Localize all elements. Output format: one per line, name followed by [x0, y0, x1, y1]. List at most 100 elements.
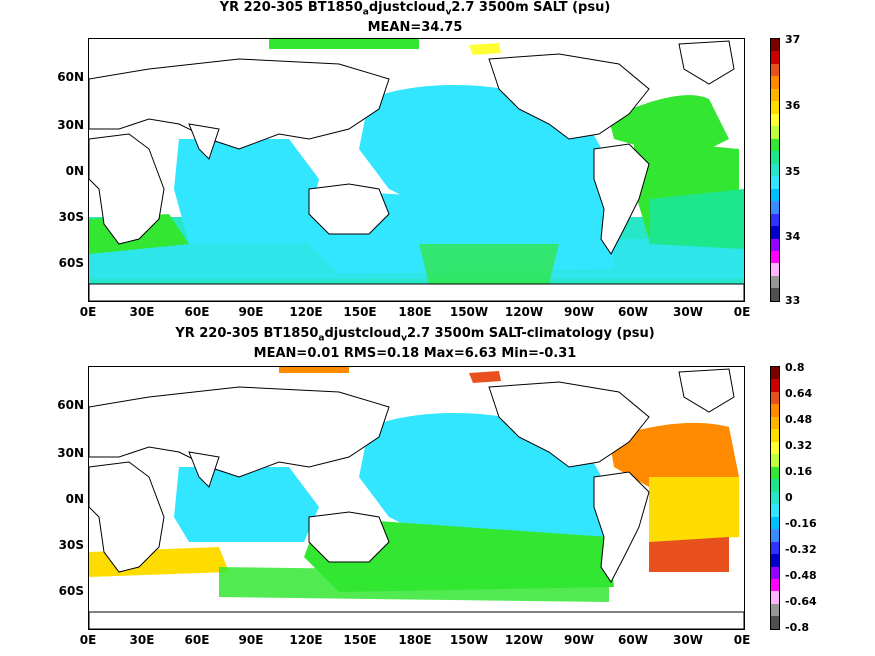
colorbar-label: 37	[785, 33, 801, 46]
colorbar-label: -0.16	[785, 517, 817, 530]
colorbar-segment	[771, 288, 779, 301]
top-map-panel	[88, 38, 745, 302]
antarctica	[89, 611, 744, 629]
colorbar-label: 0.32	[785, 439, 813, 452]
lon-label: 0E	[733, 305, 751, 319]
colorbar-segment	[771, 379, 779, 392]
colorbar-segment	[771, 151, 779, 164]
colorbar-segment	[771, 176, 779, 189]
colorbar-segment	[771, 529, 779, 542]
lon-label: 120E	[289, 305, 323, 319]
title-text: 2.7 3500m SALT-climatology (psu)	[407, 326, 655, 341]
atlantic-yellow	[649, 477, 739, 542]
lon-label: 0E	[79, 305, 97, 319]
indian-ocean	[174, 139, 319, 244]
lat-label-0N: 0N	[65, 492, 84, 506]
colorbar-label: 36	[785, 99, 801, 112]
colorbar-segment	[771, 541, 779, 555]
lat-label-0N: 0N	[65, 164, 84, 178]
lon-label: 30W	[673, 305, 703, 319]
lon-label: 30W	[673, 633, 703, 647]
lon-label: 90W	[564, 305, 594, 319]
south-atlantic	[649, 189, 744, 249]
colorbar-segment	[771, 163, 779, 177]
colorbar-label: 33	[785, 294, 801, 307]
arctic-green	[269, 39, 419, 49]
colorbar-label: 0.16	[785, 465, 813, 478]
colorbar-segment	[771, 504, 779, 517]
lat-label-60N: 60N	[57, 398, 84, 412]
colorbar-label: -0.32	[785, 543, 817, 556]
colorbar-segment	[771, 578, 779, 592]
title-text: djustcloud	[368, 0, 446, 15]
arctic-orange-2	[279, 367, 349, 373]
title-subscript: v	[401, 333, 407, 344]
lon-label: 90E	[238, 305, 264, 319]
greenland	[678, 368, 735, 413]
lon-label: 30E	[129, 633, 155, 647]
bottom-colorbar	[770, 366, 780, 630]
colorbar-segment	[771, 391, 779, 405]
title-text: djustcloud	[324, 326, 402, 341]
greenland	[678, 40, 735, 85]
bottom-map-panel	[88, 366, 745, 630]
colorbar-segment	[771, 39, 779, 52]
lon-label: 180E	[398, 305, 432, 319]
colorbar-segment	[771, 404, 779, 417]
lat-label-60S: 60S	[58, 584, 84, 598]
colorbar-segment	[771, 429, 779, 442]
lat-label-30N: 30N	[57, 118, 84, 132]
lon-label: 150E	[343, 633, 377, 647]
africa	[89, 133, 165, 245]
title-text: 2.7 3500m SALT (psu)	[451, 0, 611, 15]
lat-label-30S: 30S	[58, 210, 84, 224]
colorbar-segment	[771, 275, 779, 289]
eurasia	[89, 386, 390, 478]
colorbar-segment	[771, 479, 779, 492]
south-ocean-green	[219, 567, 609, 602]
colorbar-segment	[771, 367, 779, 380]
colorbar-label: 0.8	[785, 361, 805, 374]
lon-label: 180E	[398, 633, 432, 647]
title-subscript: v	[445, 7, 452, 18]
colorbar-segment	[771, 603, 779, 617]
colorbar-label: -0.8	[785, 621, 810, 634]
lon-label: 90E	[238, 633, 264, 647]
colorbar-segment	[771, 554, 779, 567]
colorbar-segment	[771, 126, 779, 139]
indian-ocean	[174, 467, 319, 542]
colorbar-segment	[771, 188, 779, 202]
south-america	[593, 143, 650, 255]
india	[188, 123, 220, 160]
colorbar-segment	[771, 263, 779, 276]
colorbar-segment	[771, 76, 779, 89]
colorbar-label: -0.48	[785, 569, 817, 582]
india	[188, 451, 220, 488]
eurasia	[89, 58, 390, 150]
australia	[308, 183, 390, 235]
lon-label: 120E	[289, 633, 323, 647]
colorbar-label: 0.64	[785, 387, 813, 400]
colorbar-segment	[771, 138, 779, 152]
colorbar-segment	[771, 441, 779, 455]
colorbar-segment	[771, 63, 779, 77]
colorbar-segment	[771, 238, 779, 251]
lon-label: 120W	[504, 633, 544, 647]
antarctica	[89, 283, 744, 301]
south-pacific-green	[419, 244, 559, 284]
lon-label: 30E	[129, 305, 155, 319]
title-subscript: a	[362, 7, 369, 18]
lon-label: 60W	[618, 305, 648, 319]
south-america	[593, 471, 650, 583]
lat-label-60S: 60S	[58, 256, 84, 270]
colorbar-segment	[771, 113, 779, 127]
lon-label: 0E	[733, 633, 751, 647]
arctic-yellow	[469, 43, 501, 55]
lon-label: 90W	[564, 633, 594, 647]
north-america	[488, 381, 650, 468]
lon-label: 60E	[184, 633, 210, 647]
lon-label: 150W	[449, 633, 489, 647]
colorbar-segment	[771, 226, 779, 239]
colorbar-segment	[771, 566, 779, 579]
lon-label: 150E	[343, 305, 377, 319]
